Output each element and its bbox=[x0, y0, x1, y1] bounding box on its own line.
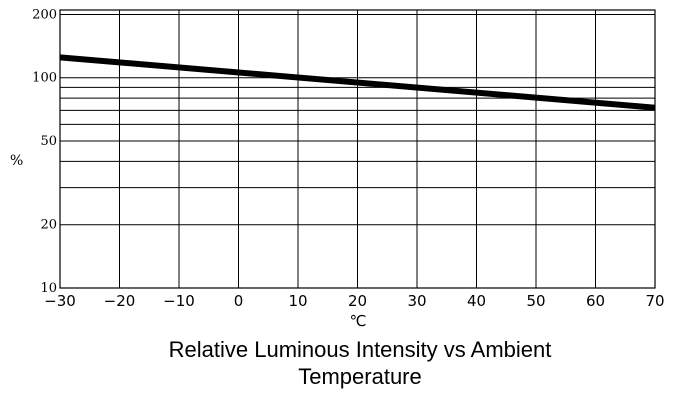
chart-title: Relative Luminous Intensity vs Ambient T… bbox=[60, 336, 660, 390]
chart-title-line-1: Relative Luminous Intensity vs Ambient bbox=[168, 337, 552, 362]
x-tick-labels: −30 −20 −10 0 10 20 30 40 50 60 70 bbox=[44, 292, 664, 310]
x-tick-label: 10 bbox=[288, 292, 307, 310]
x-tick-label: 50 bbox=[526, 292, 545, 310]
y-tick-label: 10 bbox=[40, 281, 57, 296]
x-tick-label: 60 bbox=[586, 292, 605, 310]
x-tick-label: 40 bbox=[467, 292, 486, 310]
y-tick-label: 200 bbox=[32, 7, 57, 22]
plot-frame bbox=[59, 9, 656, 289]
y-tick-label: 50 bbox=[40, 134, 57, 149]
plot-border bbox=[59, 9, 656, 289]
x-tick-label: −20 bbox=[104, 292, 136, 310]
x-tick-label: −30 bbox=[44, 292, 76, 310]
x-tick-label: −10 bbox=[163, 292, 195, 310]
y-axis-label: % bbox=[10, 153, 23, 169]
y-tick-label: 20 bbox=[40, 218, 57, 233]
series-layer bbox=[59, 54, 656, 111]
x-tick-label: 0 bbox=[234, 292, 244, 310]
x-tick-label: 70 bbox=[645, 292, 664, 310]
series-line bbox=[59, 54, 656, 111]
grid bbox=[59, 10, 656, 289]
x-tick-label: 20 bbox=[348, 292, 367, 310]
chart-title-line-2: Temperature bbox=[298, 364, 422, 389]
x-axis-label: ℃ bbox=[350, 312, 367, 330]
y-tick-label: 100 bbox=[32, 71, 57, 86]
x-tick-label: 30 bbox=[407, 292, 426, 310]
y-tick-labels: 10 20 50 100 200 bbox=[32, 7, 57, 296]
